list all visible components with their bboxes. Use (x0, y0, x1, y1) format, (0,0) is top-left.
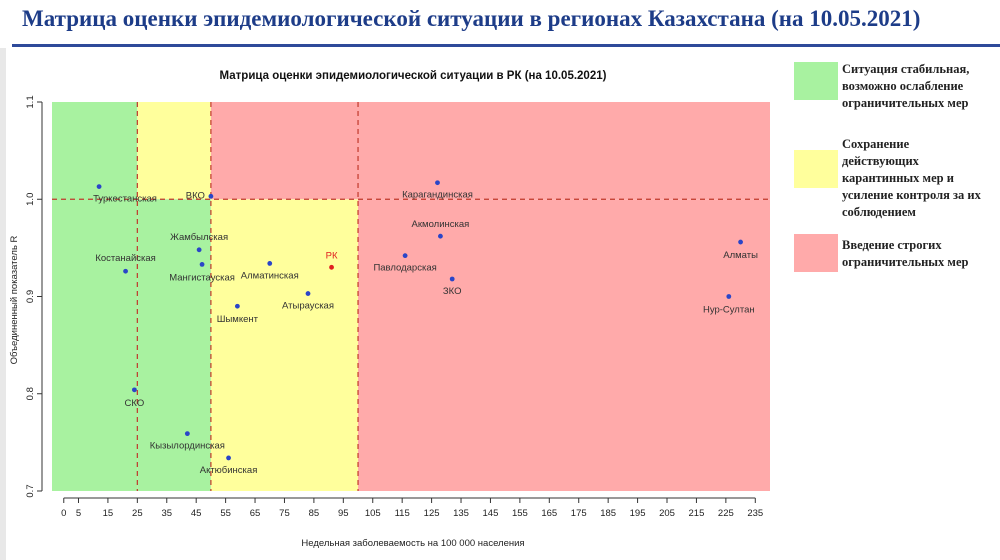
data-point-label: Мангистауская (169, 272, 235, 283)
x-tick-label: 145 (483, 508, 499, 519)
data-point (226, 455, 231, 461)
data-point (234, 303, 240, 309)
data-point-label: РК (326, 250, 338, 261)
legend-swatch-yellow (794, 150, 838, 188)
data-point (329, 264, 334, 270)
legend-text-stable: Ситуация стабильная, возможно ослабление… (842, 62, 970, 110)
zone-5 (358, 199, 770, 491)
chart-zones (52, 102, 771, 491)
x-tick-label: 135 (453, 508, 469, 519)
chart-thresholds (52, 102, 770, 491)
zone-1 (137, 102, 211, 200)
zone-4 (210, 102, 771, 200)
y-tick-label: 0.8 (25, 387, 36, 400)
x-tick-label: 65 (250, 508, 261, 519)
chart-points: Туркестанская ВКО Жамбылская Костанайская Ма… (93, 180, 758, 476)
data-point (726, 294, 732, 299)
x-tick-label: 125 (424, 508, 440, 519)
data-point-label: Костанайская (95, 253, 155, 264)
data-point (196, 247, 202, 253)
x-tick-label: 175 (571, 508, 587, 519)
x-tick-label: 75 (279, 508, 290, 519)
data-point-label: Нур-Султан (703, 305, 755, 316)
title-divider (12, 44, 1000, 47)
data-point-label: Актюбинская (200, 465, 258, 476)
legend-text-strict: Введение строгих ограничительных мер (842, 238, 969, 269)
data-point (131, 387, 137, 393)
x-tick-label: 185 (600, 508, 616, 519)
x-tick-label: 155 (512, 508, 528, 519)
data-point (267, 261, 273, 266)
x-tick-label: 235 (747, 508, 763, 519)
data-point-label: СКО (125, 398, 145, 409)
zone-0 (52, 102, 138, 491)
data-point-label: Туркестанская (93, 194, 157, 205)
data-point-label: Атырауская (282, 301, 334, 312)
chart-axes: 0 5 15 25 35 45 55 65 75 85 95 105 115 125 135 145 155 16… (25, 95, 763, 519)
x-tick-label: 215 (689, 508, 705, 519)
x-tick-label: 25 (132, 508, 143, 519)
data-point-label: Алматинская (241, 270, 299, 281)
data-point (738, 239, 743, 245)
x-tick-label: 85 (309, 508, 320, 519)
data-point (208, 193, 214, 199)
y-axis-label: Объединенный показатель R (9, 235, 20, 364)
legend-swatch-red (794, 234, 838, 272)
y-tick-label: 1.1 (25, 95, 36, 108)
x-tick-label: 35 (161, 508, 172, 519)
zone-3 (210, 199, 359, 491)
data-point (305, 291, 311, 296)
data-point-label: Алматы (723, 250, 758, 261)
x-tick-label: 55 (220, 508, 231, 519)
data-point (123, 268, 128, 274)
x-tick-label: 15 (103, 508, 114, 519)
slide-left-edge (0, 48, 6, 560)
data-point-label: Кызылординская (150, 441, 225, 452)
y-tick-label: 0.9 (25, 290, 36, 303)
data-point-label: Шымкент (217, 314, 259, 325)
data-point-label: Жамбылская (170, 232, 228, 243)
x-tick-label: 45 (191, 508, 202, 519)
data-point (435, 180, 440, 186)
x-axis-label: Недельная заболеваемость на 100 000 насе… (301, 538, 524, 549)
data-point-label: Акмолинская (412, 219, 470, 230)
data-point (184, 431, 190, 437)
data-point (199, 262, 205, 267)
x-tick-label: 225 (718, 508, 734, 519)
x-tick-label: 195 (630, 508, 646, 519)
x-tick-label: 5 (76, 508, 81, 519)
x-tick-label: 105 (365, 508, 381, 519)
x-tick-label: 0 (61, 508, 66, 519)
x-tick-label: 205 (659, 508, 675, 519)
data-point-label: ЗКО (443, 286, 462, 297)
data-point (96, 184, 102, 190)
legend-text-maintain: Сохранение действующих карантинных мер и… (842, 137, 981, 219)
slide-title: Матрица оценки эпидемиологической ситуац… (22, 6, 921, 31)
data-point-label: Павлодарская (373, 263, 436, 274)
legend-swatch-green (794, 62, 838, 100)
chart-title: Матрица оценки эпидемиологической ситуац… (220, 70, 607, 82)
y-tick-label: 0.7 (25, 484, 36, 497)
x-tick-label: 165 (541, 508, 557, 519)
y-tick-label: 1.0 (25, 193, 36, 206)
data-point-label: Карагандинская (402, 190, 473, 201)
x-tick-label: 115 (395, 508, 410, 519)
data-point-label: ВКО (186, 190, 205, 201)
data-point (438, 233, 443, 239)
data-point (449, 276, 455, 282)
data-point (402, 253, 408, 259)
x-tick-label: 95 (338, 508, 349, 519)
